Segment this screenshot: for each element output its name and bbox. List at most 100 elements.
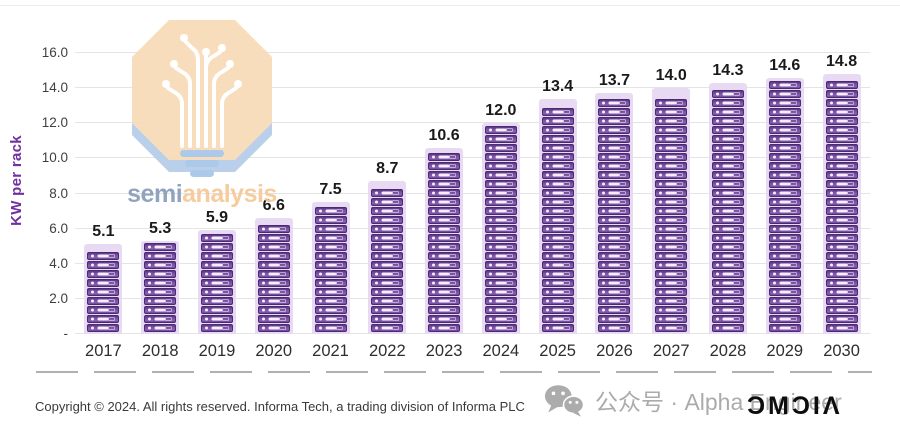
unit-led-icon [829, 236, 833, 240]
unit-port-icon [789, 281, 797, 285]
unit-vent-icon [268, 308, 280, 312]
unit-vent-icon [779, 191, 791, 195]
unit-port-icon [732, 272, 740, 276]
unit-port-icon [732, 245, 740, 249]
rack-unit [87, 270, 120, 278]
rack-unit [655, 135, 688, 143]
rack-unit [371, 297, 404, 305]
unit-port-icon [562, 209, 570, 213]
unit-vent-icon [722, 227, 734, 231]
unit-port-icon [676, 308, 684, 312]
bar-2021 [311, 202, 350, 334]
unit-vent-icon [552, 227, 564, 231]
unit-led-icon [432, 308, 436, 312]
unit-port-icon [108, 290, 116, 294]
unit-vent-icon [495, 146, 507, 150]
unit-led-icon [432, 272, 436, 276]
unit-vent-icon [665, 317, 677, 321]
unit-led-icon [148, 299, 152, 303]
unit-port-icon [221, 290, 229, 294]
x-label-2017: 2017 [85, 342, 122, 360]
rack-unit [825, 306, 858, 314]
unit-vent-icon [779, 317, 791, 321]
unit-port-icon [619, 308, 627, 312]
gridline-12 [75, 122, 870, 124]
unit-led-icon [829, 146, 833, 150]
unit-led-icon [91, 290, 95, 294]
rack-unit [711, 261, 744, 269]
unit-led-icon [659, 299, 663, 303]
unit-led-icon [261, 326, 265, 330]
rack-unit [768, 279, 801, 287]
unit-led-icon [602, 227, 606, 231]
unit-vent-icon [438, 290, 450, 294]
unit-vent-icon [154, 254, 166, 258]
unit-port-icon [562, 245, 570, 249]
rack-unit [257, 297, 290, 305]
bar-value-label-2028: 14.3 [712, 61, 744, 79]
unit-vent-icon [665, 281, 677, 285]
bar-slot-2019: 5.9 [189, 53, 246, 334]
rack-unit [200, 288, 233, 296]
unit-port-icon [562, 236, 570, 240]
rack-unit [768, 162, 801, 170]
wechat-icon [544, 385, 585, 417]
unit-port-icon [562, 308, 570, 312]
rack-unit [541, 261, 574, 269]
rack-unit [541, 153, 574, 161]
unit-vent-icon [722, 137, 734, 141]
unit-vent-icon [97, 254, 109, 258]
unit-vent-icon [438, 326, 450, 330]
rack-unit [484, 171, 517, 179]
unit-port-icon [449, 218, 457, 222]
unit-led-icon [659, 128, 663, 132]
unit-led-icon [545, 326, 549, 330]
unit-vent-icon [268, 236, 280, 240]
rack-unit [768, 90, 801, 98]
unit-led-icon [432, 173, 436, 177]
unit-led-icon [545, 110, 549, 114]
rack-unit [484, 180, 517, 188]
unit-port-icon [619, 119, 627, 123]
rack-unit [825, 234, 858, 242]
unit-port-icon [278, 236, 286, 240]
unit-port-icon [846, 128, 854, 132]
unit-port-icon [335, 272, 343, 276]
unit-led-icon [829, 299, 833, 303]
rack-unit [825, 81, 858, 89]
unit-vent-icon [665, 227, 677, 231]
unit-vent-icon [722, 290, 734, 294]
unit-led-icon [488, 137, 492, 141]
unit-port-icon [562, 263, 570, 267]
rack-unit [428, 261, 461, 269]
gridline-2 [75, 297, 870, 299]
unit-led-icon [602, 182, 606, 186]
unit-vent-icon [722, 236, 734, 240]
unit-port-icon [449, 308, 457, 312]
rack-unit [598, 171, 631, 179]
y-tick-label-5: 10.0 [41, 150, 68, 166]
unit-vent-icon [325, 281, 337, 285]
unit-vent-icon [325, 290, 337, 294]
bar-slot-2020: 6.6 [245, 53, 302, 334]
unit-led-icon [602, 236, 606, 240]
unit-vent-icon [608, 317, 620, 321]
omdia-logo: ƆMϽIΛ [747, 392, 843, 420]
unit-vent-icon [438, 236, 450, 240]
unit-port-icon [846, 137, 854, 141]
unit-led-icon [772, 272, 776, 276]
unit-vent-icon [665, 254, 677, 258]
unit-led-icon [545, 308, 549, 312]
rack-unit [428, 171, 461, 179]
unit-vent-icon [722, 164, 734, 168]
rack-unit [711, 288, 744, 296]
rack-unit [768, 135, 801, 143]
unit-vent-icon [665, 164, 677, 168]
unit-vent-icon [779, 146, 791, 150]
unit-led-icon [261, 236, 265, 240]
rack-unit [484, 126, 517, 134]
unit-led-icon [432, 209, 436, 213]
rack-units-2019 [200, 234, 233, 332]
unit-led-icon [261, 263, 265, 267]
